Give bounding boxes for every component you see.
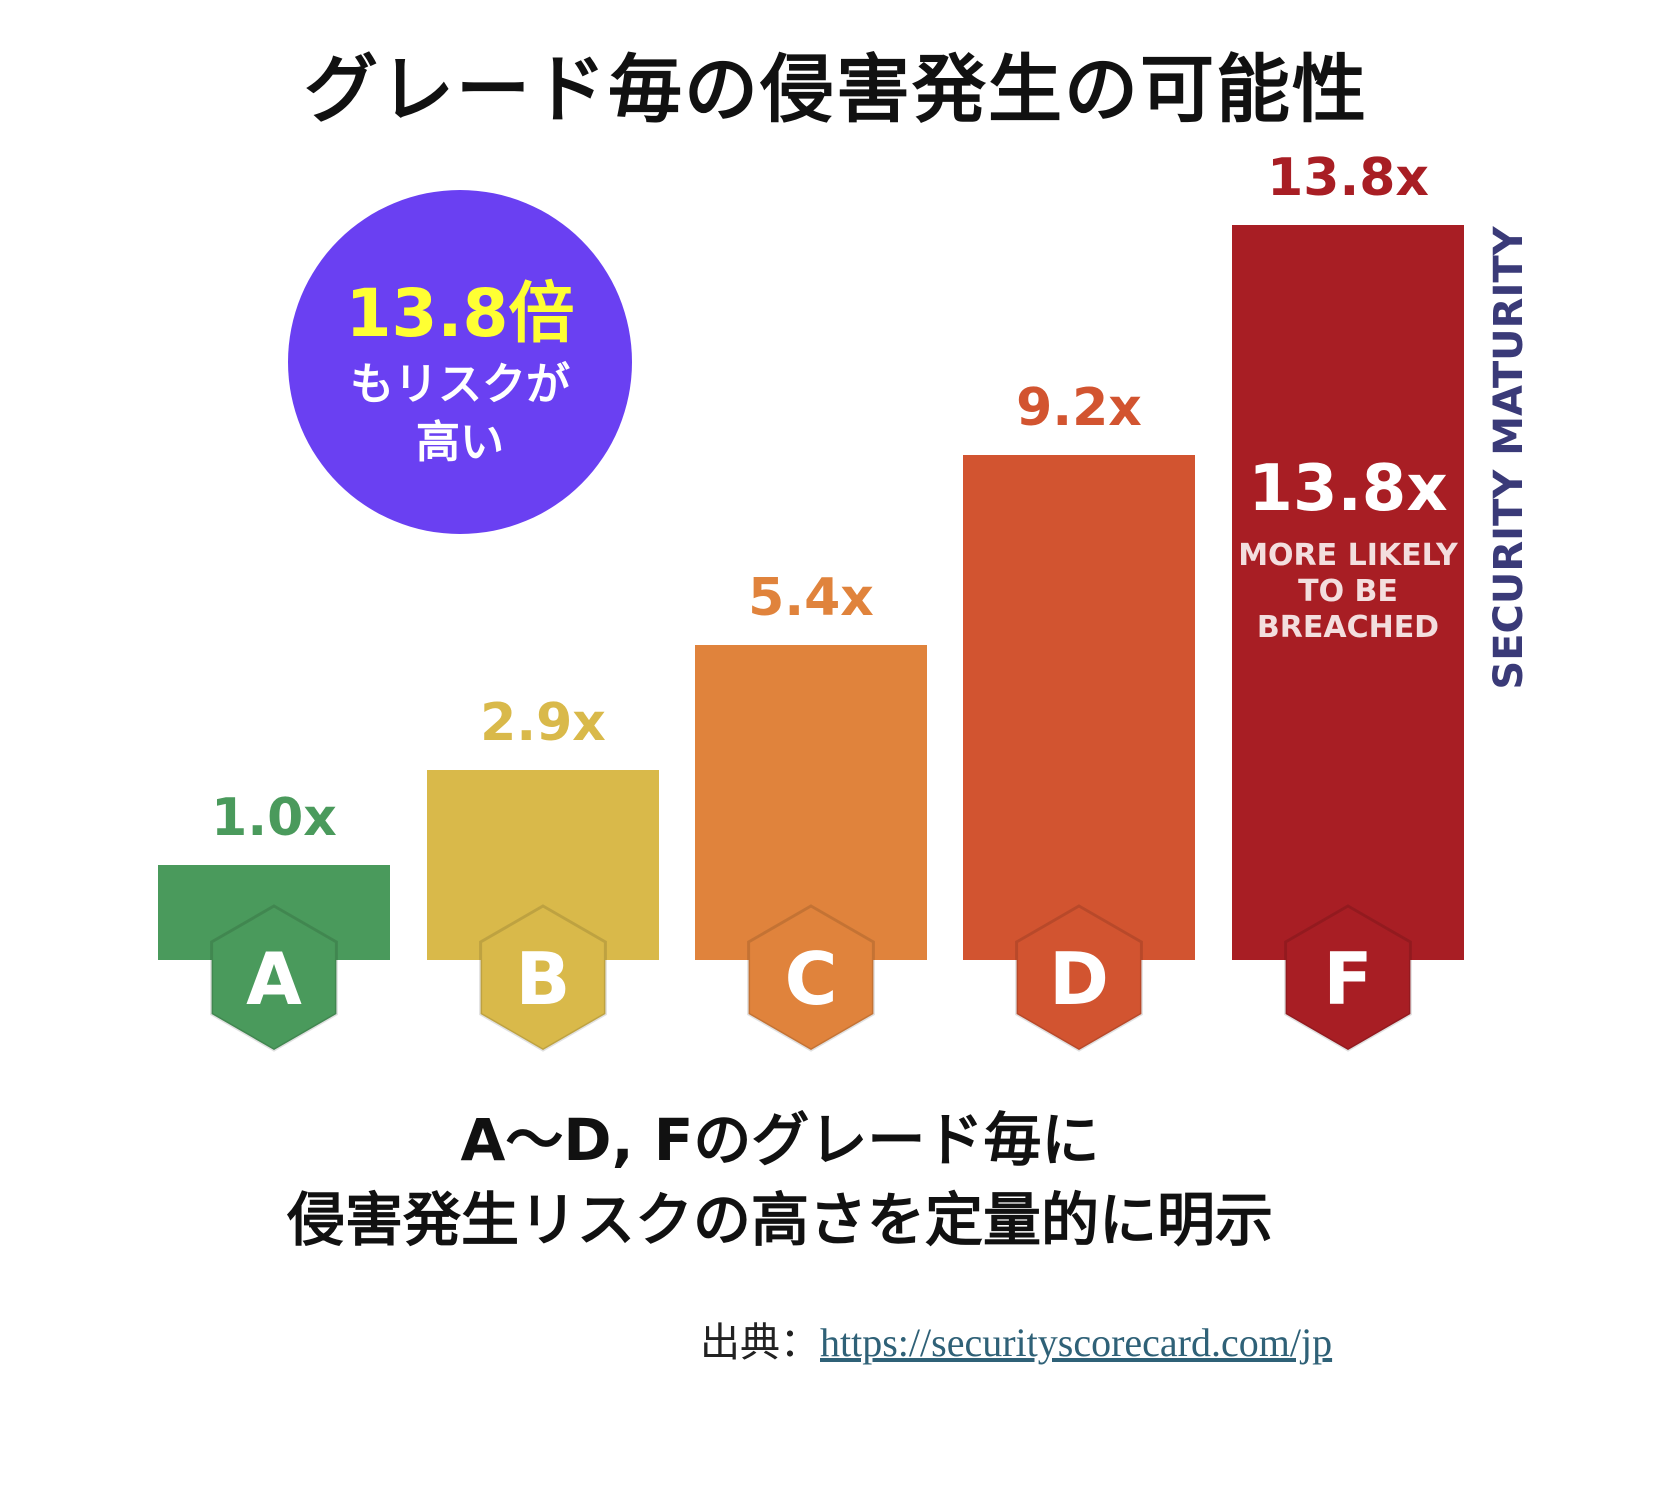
risk-badge: 13.8倍 もリスクが 高い <box>288 190 632 534</box>
caption-line-1: A〜D, Fのグレード毎に <box>460 1106 1100 1174</box>
source-link[interactable]: https://securityscorecard.com/jp <box>820 1320 1333 1365</box>
badge-value: 13.8倍 <box>345 275 575 352</box>
grade-hexagon-c <box>747 904 875 1052</box>
badge-line-1: もリスクが <box>350 359 570 410</box>
callout-line: BREACHED <box>1257 610 1439 645</box>
grade-hexagon-f <box>1284 904 1412 1052</box>
grade-label-f: F <box>1323 937 1372 1021</box>
value-label-f: 13.8x <box>1267 148 1429 208</box>
value-label-c: 5.4x <box>748 568 874 628</box>
grade-hexagon-a <box>210 904 338 1052</box>
chart-title: グレード毎の侵害発生の可能性 <box>304 47 1368 133</box>
side-label: SECURITY MATURITY <box>1486 225 1532 689</box>
bar-d <box>963 455 1195 960</box>
value-label-b: 2.9x <box>480 693 606 753</box>
caption: A〜D, Fのグレード毎に 侵害発生リスクの高さを定量的に明示 <box>0 1100 1672 1260</box>
callout-line: TO BE <box>1298 574 1398 609</box>
grade-hexagon-b <box>479 904 607 1052</box>
badge-line-2: 高い <box>416 417 504 468</box>
source-prefix: 出典： <box>700 1320 820 1365</box>
bar-f <box>1232 225 1464 960</box>
callout-value: 13.8x <box>1248 452 1447 526</box>
grade-label-b: B <box>516 937 571 1021</box>
grade-label-a: A <box>246 937 302 1021</box>
callout-line: MORE LIKELY <box>1238 538 1459 573</box>
grade-label-d: D <box>1049 937 1109 1021</box>
caption-line-2: 侵害発生リスクの高さを定量的に明示 <box>286 1186 1273 1254</box>
source-note: 出典：https://securityscorecard.com/jp <box>700 1310 1332 1368</box>
value-label-d: 9.2x <box>1016 378 1142 438</box>
bar-chart: 1.0x A 2.9x B 5.4x C 9.2x D 13.8x F 13.8x MORE LIKE… <box>158 148 1532 1052</box>
grade-label-c: C <box>785 937 838 1021</box>
grade-hexagon-d <box>1015 904 1143 1052</box>
value-label-a: 1.0x <box>211 788 337 848</box>
